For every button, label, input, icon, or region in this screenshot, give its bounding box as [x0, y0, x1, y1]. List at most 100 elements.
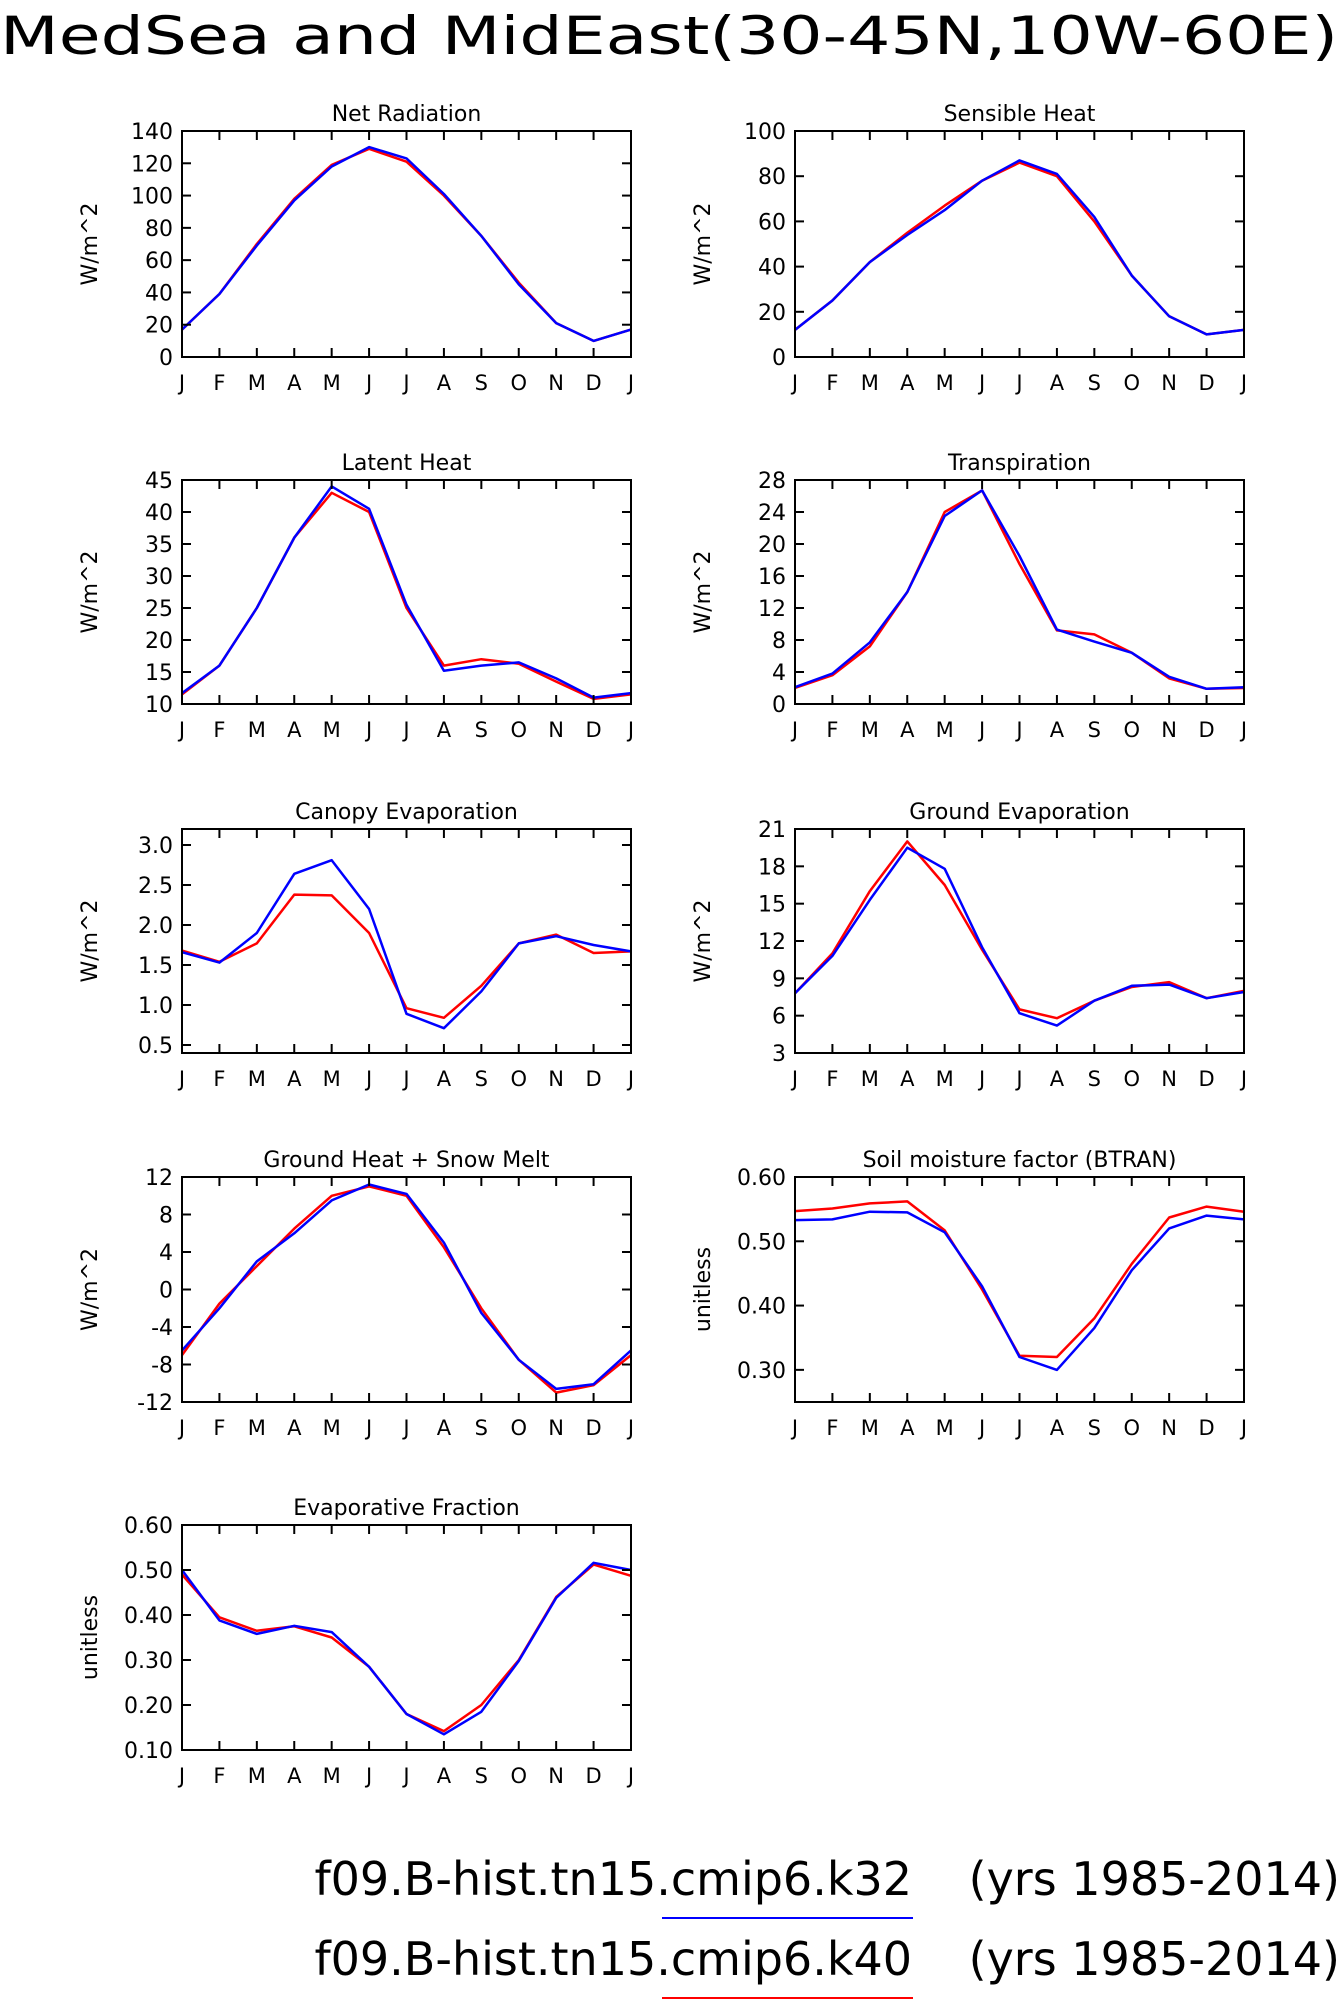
x-tick-label: J — [977, 1067, 985, 1091]
series-line-2 — [180, 1561, 632, 1736]
x-tick-label: M — [248, 371, 266, 395]
x-tick-label: J — [401, 1067, 409, 1091]
chart-title: Net Radiation — [332, 102, 482, 127]
y-tick-label: 60 — [758, 210, 786, 235]
x-tick-label: J — [1239, 718, 1247, 742]
x-tick-label: N — [1161, 371, 1177, 395]
chart-panel-9: J F M A M J J A S O N D J0.100.200.300.400.500.60Eva… — [78, 1496, 634, 1788]
x-tick-label: M — [936, 1067, 954, 1091]
x-tick-label: N — [1161, 1067, 1177, 1091]
x-tick-label: S — [1088, 718, 1101, 742]
plot-frame — [794, 1176, 1245, 1403]
series-line-2 — [181, 1183, 632, 1391]
y-axis-label: W/m^2 — [78, 1248, 103, 1331]
x-tick-label: J — [364, 718, 372, 742]
y-tick-label: 6 — [772, 1005, 786, 1030]
y-tick-label: 140 — [131, 120, 173, 145]
x-tick-label: A — [900, 1416, 915, 1440]
x-tick-label: F — [826, 1067, 838, 1091]
y-tick-label: 20 — [758, 533, 786, 558]
x-tick-label: O — [510, 718, 527, 742]
x-tick-label: N — [548, 1067, 564, 1091]
x-tick-label: A — [900, 718, 915, 742]
y-tick-label: 40 — [758, 256, 786, 281]
y-tick-label: 20 — [145, 314, 173, 339]
y-tick-label: 45 — [145, 469, 173, 494]
y-tick-label: 0 — [159, 346, 173, 371]
y-tick-label: 12 — [758, 597, 786, 622]
series-line-2 — [794, 159, 1245, 336]
y-tick-label: 0.60 — [737, 1166, 786, 1191]
y-tick-label: 10 — [145, 693, 173, 718]
x-tick-label: J — [364, 1067, 372, 1091]
y-tick-label: 0.50 — [124, 1559, 173, 1584]
y-tick-label: 1.0 — [138, 994, 173, 1019]
y-tick-label: 0.10 — [124, 1739, 173, 1764]
y-tick-label: 0.50 — [737, 1230, 786, 1255]
page-title: MedSea and MidEast(30-45N,10W-60E) — [0, 6, 1338, 67]
legend-years-k40: (yrs 1985-2014) — [969, 1932, 1340, 1986]
x-tick-label: J — [790, 1067, 798, 1091]
x-tick-label: D — [1198, 718, 1214, 742]
x-tick-label: D — [1198, 1067, 1214, 1091]
y-tick-label: 24 — [758, 501, 786, 526]
x-tick-label: J — [626, 1067, 634, 1091]
chart-title: Canopy Evaporation — [295, 800, 518, 825]
y-tick-label: 30 — [145, 565, 173, 590]
x-tick-label: M — [323, 718, 341, 742]
y-tick-label: 80 — [145, 217, 173, 242]
x-tick-label: J — [1239, 1067, 1247, 1091]
y-tick-label: 0.40 — [124, 1604, 173, 1629]
y-tick-label: 12 — [145, 1166, 173, 1191]
chart-title: Evaporative Fraction — [293, 1496, 519, 1521]
x-tick-label: S — [475, 371, 488, 395]
x-tick-label: A — [900, 1067, 915, 1091]
x-tick-label: F — [213, 1067, 225, 1091]
x-tick-label: S — [475, 1764, 488, 1788]
plot-frame — [794, 130, 1245, 358]
x-tick-label: D — [585, 1067, 601, 1091]
x-tick-label: A — [1050, 371, 1065, 395]
x-tick-label: J — [1014, 371, 1022, 395]
plot-frame — [181, 479, 632, 705]
x-tick-label: F — [213, 718, 225, 742]
x-tick-label: A — [287, 718, 302, 742]
x-tick-label: J — [364, 371, 372, 395]
x-tick-label: D — [585, 1416, 601, 1440]
x-tick-label: J — [401, 1416, 409, 1440]
y-tick-label: 0.20 — [124, 1694, 173, 1719]
x-tick-label: M — [861, 371, 879, 395]
y-tick-label: 0 — [159, 1279, 173, 1304]
x-tick-label: J — [177, 1764, 185, 1788]
chart-title: Transpiration — [947, 451, 1091, 476]
y-tick-label: 9 — [772, 967, 786, 992]
x-tick-label: J — [626, 1764, 634, 1788]
y-tick-label: -4 — [151, 1316, 173, 1341]
legend-label-k32: f09.B-hist.tn15.cmip6.k32 — [314, 1852, 912, 1906]
y-axis-label: W/m^2 — [691, 202, 716, 285]
series-line-2 — [794, 489, 1245, 691]
series-line-2 — [794, 846, 1245, 1027]
x-tick-label: J — [790, 718, 798, 742]
series-line-1 — [181, 893, 632, 1020]
x-tick-label: D — [1198, 371, 1214, 395]
x-tick-label: J — [790, 1416, 798, 1440]
y-tick-label: 100 — [744, 120, 786, 145]
x-tick-label: M — [861, 1416, 879, 1440]
x-tick-label: F — [213, 1764, 225, 1788]
x-tick-label: A — [437, 1416, 452, 1440]
x-tick-label: A — [287, 371, 302, 395]
y-axis-label: W/m^2 — [78, 550, 103, 633]
x-tick-label: A — [287, 1764, 302, 1788]
x-tick-label: S — [1088, 1416, 1101, 1440]
plot-frame — [181, 828, 632, 1054]
x-tick-label: J — [401, 371, 409, 395]
x-tick-label: M — [323, 1067, 341, 1091]
y-tick-label: 40 — [145, 501, 173, 526]
y-axis-label: unitless — [691, 1247, 716, 1332]
x-tick-label: J — [1239, 1416, 1247, 1440]
x-tick-label: M — [248, 1067, 266, 1091]
